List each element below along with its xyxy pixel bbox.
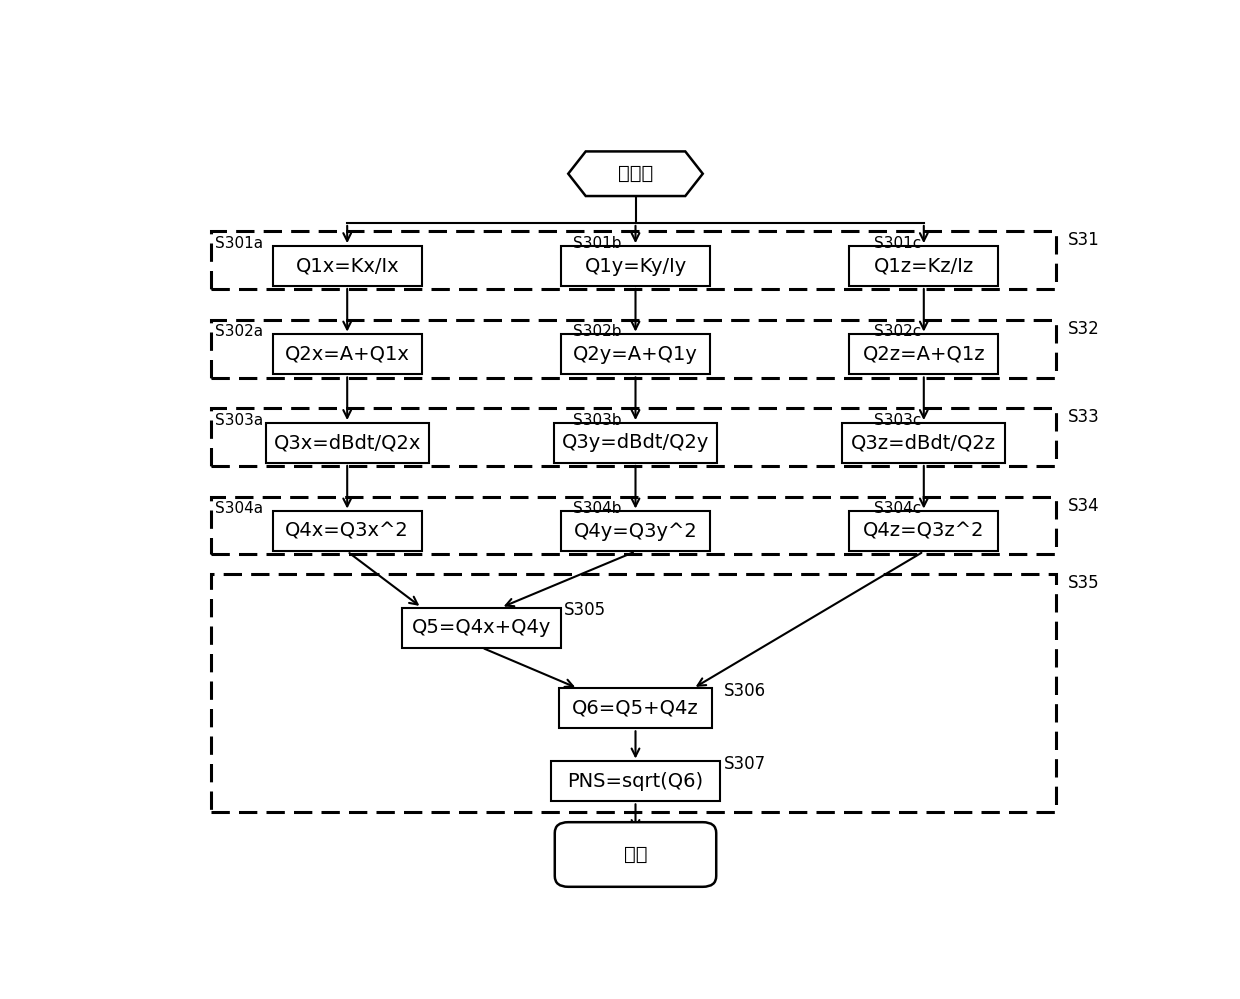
Text: 结束: 结束 [624, 845, 647, 864]
Text: S302b: S302b [573, 325, 621, 340]
Text: S305: S305 [563, 600, 605, 618]
Text: Q3z=dBdt/Q2z: Q3z=dBdt/Q2z [851, 434, 997, 453]
Bar [849, 246, 998, 286]
Bar [552, 761, 719, 801]
Text: S304a: S304a [215, 501, 263, 516]
Text: S304c: S304c [874, 501, 921, 516]
Bar [273, 335, 422, 375]
Text: S306: S306 [724, 681, 766, 699]
Bar [211, 232, 1056, 289]
Bar [849, 335, 998, 375]
Bar [403, 607, 560, 647]
Text: S32: S32 [1068, 320, 1100, 338]
Text: S307: S307 [724, 754, 766, 772]
Text: Q5=Q4x+Q4y: Q5=Q4x+Q4y [412, 618, 552, 637]
Bar [558, 688, 712, 728]
Bar [273, 246, 422, 286]
Text: Q2x=A+Q1x: Q2x=A+Q1x [285, 345, 409, 364]
Text: Q1z=Kz/Iz: Q1z=Kz/Iz [874, 257, 973, 276]
Text: Q2y=A+Q1y: Q2y=A+Q1y [573, 345, 698, 364]
Bar [554, 423, 717, 463]
Text: S301c: S301c [874, 236, 921, 251]
Bar [265, 423, 429, 463]
Text: PNS=sqrt(Q6): PNS=sqrt(Q6) [568, 772, 703, 791]
Bar [560, 511, 711, 551]
Bar [211, 497, 1056, 554]
Text: Q4x=Q3x^2: Q4x=Q3x^2 [285, 521, 409, 540]
Bar [211, 320, 1056, 378]
Text: Q3x=dBdt/Q2x: Q3x=dBdt/Q2x [274, 434, 420, 453]
Text: S303b: S303b [573, 413, 621, 428]
Text: S301b: S301b [573, 236, 621, 251]
Text: Q2z=A+Q1z: Q2z=A+Q1z [863, 345, 985, 364]
Bar [211, 409, 1056, 466]
Text: S303c: S303c [874, 413, 921, 428]
Bar [273, 511, 422, 551]
Text: S303a: S303a [215, 413, 263, 428]
Bar [560, 246, 711, 286]
Bar [842, 423, 1006, 463]
Text: S302c: S302c [874, 325, 921, 340]
Text: S33: S33 [1068, 409, 1100, 427]
Polygon shape [568, 152, 703, 196]
Text: Q6=Q5+Q4z: Q6=Q5+Q4z [572, 699, 699, 718]
Text: S301a: S301a [215, 236, 263, 251]
Text: Q1x=Kx/Ix: Q1x=Kx/Ix [295, 257, 399, 276]
Text: S31: S31 [1068, 232, 1100, 250]
FancyBboxPatch shape [554, 822, 717, 887]
Text: S302a: S302a [215, 325, 263, 340]
Text: S35: S35 [1068, 573, 1100, 591]
Text: Q4y=Q3y^2: Q4y=Q3y^2 [574, 521, 697, 540]
Text: Q4z=Q3z^2: Q4z=Q3z^2 [863, 521, 985, 540]
Text: S34: S34 [1068, 497, 1100, 514]
Text: S304b: S304b [573, 501, 621, 516]
Text: Q1y=Ky/Iy: Q1y=Ky/Iy [584, 257, 687, 276]
Text: Q3y=dBdt/Q2y: Q3y=dBdt/Q2y [562, 434, 709, 453]
Bar [560, 335, 711, 375]
Bar [211, 573, 1056, 812]
Text: 初始化: 初始化 [618, 164, 653, 183]
Bar [849, 511, 998, 551]
